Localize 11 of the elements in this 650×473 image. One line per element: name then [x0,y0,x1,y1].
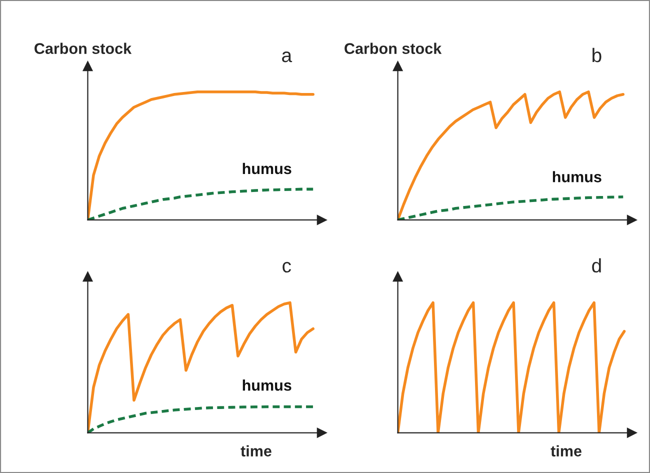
text: a [282,52,292,62]
text: d [592,258,601,273]
series-label: humus [242,162,292,174]
y-axis-title: Carbon stock [34,42,132,54]
text: c [282,262,291,273]
x-axis-title: time [240,445,272,457]
text: b [592,48,602,62]
x-axis-title: time [550,445,582,457]
series-label: humus [552,171,602,182]
series-label: humus [242,380,292,391]
y-axis-title: Carbon stock [344,42,442,54]
